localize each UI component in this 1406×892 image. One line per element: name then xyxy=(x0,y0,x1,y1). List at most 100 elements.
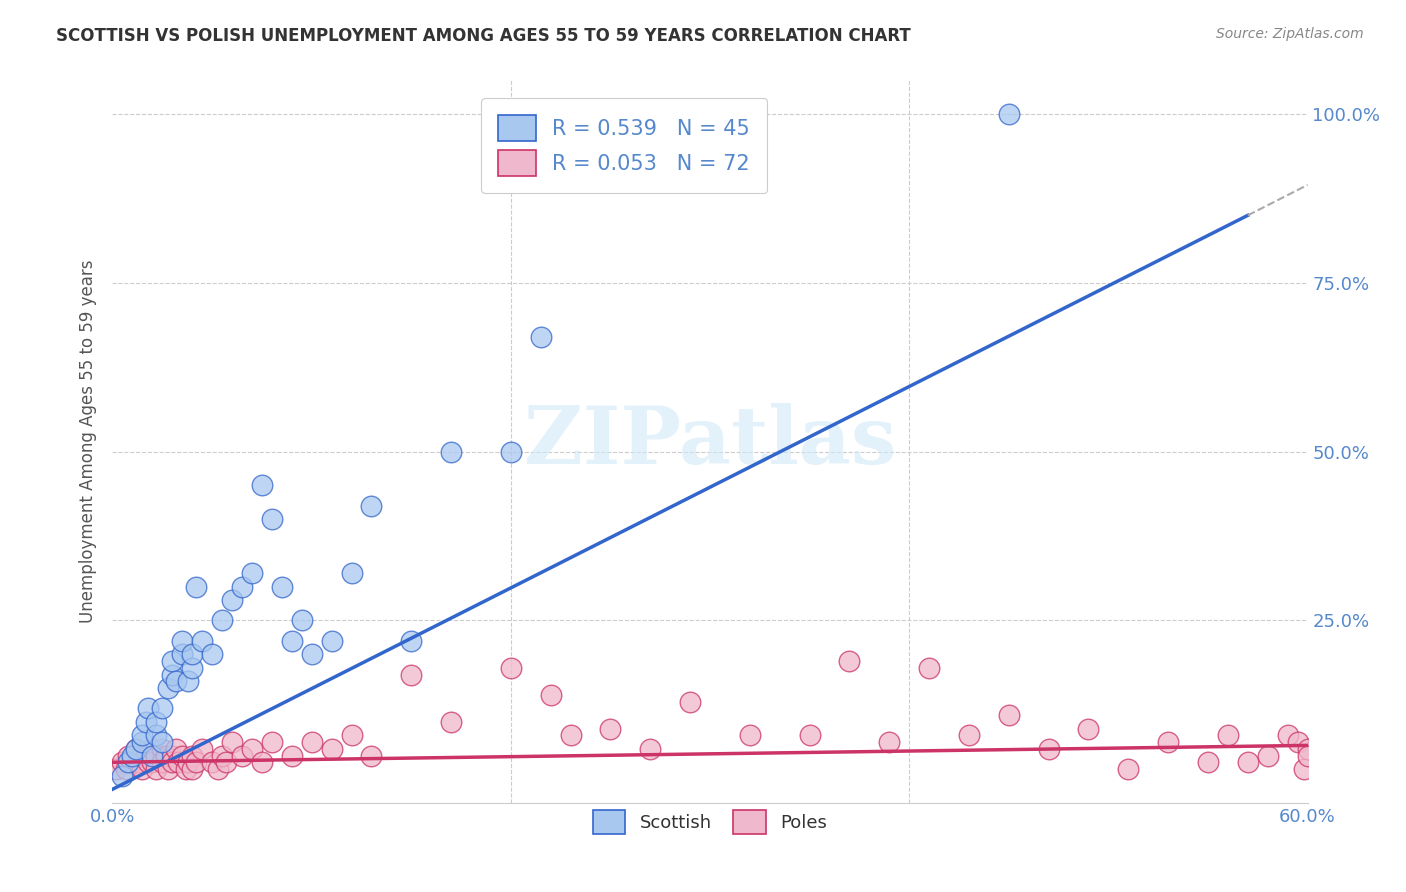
Point xyxy=(138,756,160,770)
Point xyxy=(181,748,204,763)
Text: Source: ZipAtlas.com: Source: ZipAtlas.com xyxy=(1216,27,1364,41)
Point xyxy=(281,633,304,648)
Point xyxy=(125,741,148,756)
Point xyxy=(181,647,204,661)
Point xyxy=(957,728,980,742)
Point xyxy=(150,735,173,749)
Point xyxy=(135,748,157,763)
Point xyxy=(145,748,167,763)
Point xyxy=(221,735,243,749)
Point xyxy=(135,714,157,729)
Point xyxy=(141,741,163,756)
Point xyxy=(301,647,323,661)
Point xyxy=(1277,728,1299,742)
Point xyxy=(799,728,821,742)
Point xyxy=(125,741,148,756)
Point xyxy=(321,633,343,648)
Y-axis label: Unemployment Among Ages 55 to 59 years: Unemployment Among Ages 55 to 59 years xyxy=(79,260,97,624)
Point xyxy=(177,674,200,689)
Point xyxy=(201,756,224,770)
Point xyxy=(145,714,167,729)
Point xyxy=(998,107,1021,121)
Point xyxy=(186,580,208,594)
Point xyxy=(165,741,187,756)
Point xyxy=(260,735,283,749)
Point xyxy=(172,647,194,661)
Point xyxy=(1257,748,1279,763)
Legend: Scottish, Poles: Scottish, Poles xyxy=(578,796,842,848)
Point xyxy=(174,762,197,776)
Point xyxy=(1118,762,1140,776)
Point xyxy=(141,748,163,763)
Point xyxy=(191,741,214,756)
Point xyxy=(1038,741,1060,756)
Point xyxy=(111,756,134,770)
Point xyxy=(121,756,143,770)
Point xyxy=(340,566,363,581)
Point xyxy=(321,741,343,756)
Point xyxy=(440,714,463,729)
Point xyxy=(172,748,194,763)
Point xyxy=(540,107,562,121)
Point xyxy=(1077,722,1099,736)
Point xyxy=(291,614,314,628)
Point xyxy=(250,478,273,492)
Point xyxy=(1296,741,1319,756)
Point xyxy=(186,756,208,770)
Point xyxy=(440,444,463,458)
Point xyxy=(211,748,233,763)
Point xyxy=(131,735,153,749)
Point xyxy=(201,647,224,661)
Point xyxy=(1216,728,1239,742)
Point xyxy=(157,681,180,695)
Point xyxy=(1292,762,1315,776)
Point xyxy=(530,330,553,344)
Point xyxy=(165,674,187,689)
Point xyxy=(270,580,292,594)
Point xyxy=(162,748,183,763)
Point xyxy=(499,444,522,458)
Point xyxy=(340,728,363,742)
Text: ZIPatlas: ZIPatlas xyxy=(524,402,896,481)
Point xyxy=(520,107,543,121)
Point xyxy=(131,748,153,763)
Point xyxy=(1296,748,1319,763)
Point xyxy=(260,512,283,526)
Point xyxy=(157,762,180,776)
Point xyxy=(155,748,177,763)
Point xyxy=(360,499,382,513)
Point xyxy=(679,694,702,708)
Point xyxy=(560,728,582,742)
Point xyxy=(240,741,263,756)
Point xyxy=(145,762,167,776)
Point xyxy=(738,728,761,742)
Point xyxy=(360,748,382,763)
Point xyxy=(281,748,304,763)
Point xyxy=(499,661,522,675)
Point xyxy=(240,566,263,581)
Point xyxy=(117,748,139,763)
Point xyxy=(150,701,173,715)
Point xyxy=(162,654,183,668)
Point xyxy=(599,722,621,736)
Point xyxy=(640,741,662,756)
Point xyxy=(301,735,323,749)
Point xyxy=(231,580,253,594)
Point xyxy=(138,701,160,715)
Point xyxy=(177,756,200,770)
Point xyxy=(105,762,128,776)
Point xyxy=(131,762,153,776)
Point xyxy=(117,756,139,770)
Point xyxy=(838,654,860,668)
Point xyxy=(167,756,190,770)
Point xyxy=(150,756,173,770)
Point xyxy=(250,756,273,770)
Point xyxy=(121,748,143,763)
Point xyxy=(998,708,1021,723)
Text: SCOTTISH VS POLISH UNEMPLOYMENT AMONG AGES 55 TO 59 YEARS CORRELATION CHART: SCOTTISH VS POLISH UNEMPLOYMENT AMONG AG… xyxy=(56,27,911,45)
Point xyxy=(131,728,153,742)
Point xyxy=(181,661,204,675)
Point xyxy=(1157,735,1180,749)
Point xyxy=(191,633,214,648)
Point xyxy=(231,748,253,763)
